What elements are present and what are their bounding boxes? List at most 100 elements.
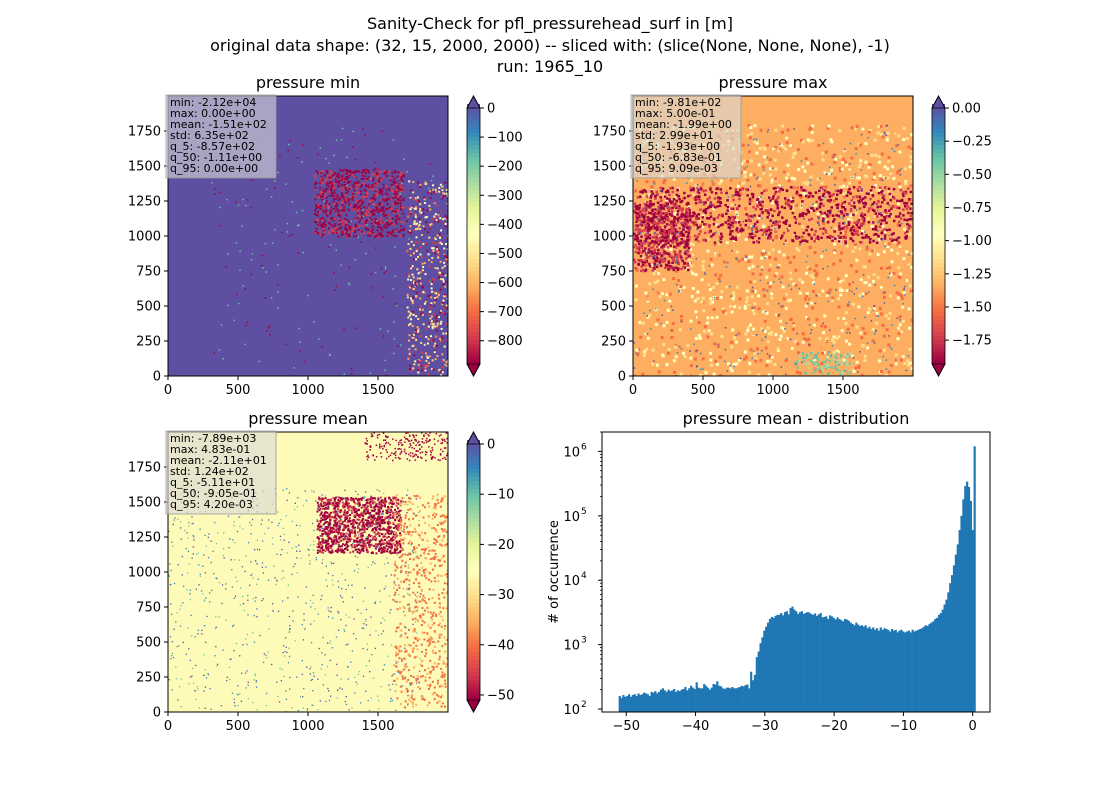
histogram-bar <box>806 612 809 712</box>
histogram-bar <box>973 446 976 712</box>
y-tick-label: 500 <box>136 300 161 315</box>
y-tick-exponent: 4 <box>581 571 587 581</box>
histogram-bar <box>827 619 830 712</box>
histogram-bar <box>750 671 753 712</box>
histogram-bar <box>763 630 766 712</box>
histogram-bar <box>870 628 873 712</box>
x-tick-label: −20 <box>820 719 847 734</box>
histogram-bar <box>919 628 922 712</box>
histogram-bar <box>924 625 927 712</box>
histogram-bar <box>652 692 655 712</box>
histogram-bar <box>637 693 640 712</box>
x-tick-label: 500 <box>226 383 251 398</box>
histogram-bar <box>701 688 704 712</box>
histogram-bar <box>629 696 633 712</box>
histogram-bar <box>907 630 911 712</box>
histogram-bar <box>718 685 721 712</box>
histogram-bar <box>699 688 702 712</box>
histogram-bar <box>674 691 678 712</box>
histogram-bar <box>810 613 813 712</box>
histogram-bar <box>920 628 924 712</box>
histogram-bar <box>819 612 822 712</box>
histogram-bar <box>735 688 738 712</box>
colorbar-tick-label: −500 <box>487 247 523 262</box>
histogram-bar <box>889 631 892 712</box>
colorbar-extend-max <box>466 431 481 445</box>
histogram-bar <box>635 695 638 712</box>
histogram-bar <box>708 689 711 712</box>
stats-line: q_50: -6.83e-01 <box>635 151 722 164</box>
colorbar-tick-label: −10 <box>487 488 514 503</box>
x-tick-label: 0 <box>969 719 977 734</box>
y-tick-label: 10 <box>563 574 580 589</box>
colorbar: 0 −10 −20 −30 −40 −50 <box>466 431 514 713</box>
stats-line: max: 4.83e-01 <box>170 443 250 456</box>
stats-line: min: -2.12e+04 <box>170 96 256 109</box>
x-tick-label: −40 <box>682 719 709 734</box>
histogram-bar <box>761 637 764 712</box>
colorbar-tick-label: −20 <box>487 538 514 553</box>
histogram-bar <box>866 628 869 712</box>
stats-line: mean: -2.11e+01 <box>170 454 267 467</box>
histogram-bar <box>922 626 926 712</box>
histogram-bar <box>847 620 850 712</box>
x-tick-label: 0 <box>629 383 637 398</box>
histogram-bar <box>964 486 967 712</box>
histogram-bar <box>909 632 912 712</box>
y-tick-exponent: 6 <box>581 442 587 452</box>
panel-title: pressure min <box>256 73 360 92</box>
x-tick-label: 1000 <box>291 719 324 734</box>
histogram-bar <box>864 625 867 712</box>
histogram-bar <box>860 625 864 712</box>
panel-title: pressure mean - distribution <box>683 409 910 428</box>
x-tick-label: 1000 <box>756 383 789 398</box>
stats-line: q_5: -1.93e+00 <box>635 140 720 153</box>
histogram-bar <box>813 613 817 712</box>
y-tick-exponent: 2 <box>581 700 587 710</box>
stats-line: q_50: -1.11e+00 <box>170 151 262 164</box>
colorbar-tick-label: −0.25 <box>952 135 992 150</box>
histogram-bar <box>774 615 777 712</box>
histogram-bar <box>659 689 663 712</box>
histogram-bar <box>729 688 732 712</box>
stats-line: std: 6.35e+02 <box>170 129 249 142</box>
histogram-bar <box>945 599 948 712</box>
histogram-bar <box>639 695 642 712</box>
histogram-bar <box>742 686 745 712</box>
histogram-bar <box>934 619 937 712</box>
stats-line: q_5: -8.57e+02 <box>170 140 255 153</box>
histogram-bar <box>731 687 734 712</box>
colorbar: 0 −100 −200 −300 −400 −500 −600 −700 −800 <box>466 95 523 377</box>
histogram-bar <box>930 622 933 712</box>
y-tick-label: 1750 <box>128 461 161 476</box>
histogram-bar <box>821 617 824 712</box>
histogram-bar <box>738 687 741 712</box>
stats-line: max: 0.00e+00 <box>170 107 256 120</box>
histogram-bar <box>746 684 749 712</box>
histogram-bar <box>755 657 758 712</box>
histogram-bar <box>894 629 897 712</box>
histogram-bar <box>778 614 781 712</box>
histogram-bar <box>875 628 879 712</box>
histogram-bar <box>874 629 877 712</box>
histogram-bar <box>753 674 757 712</box>
histogram-bar <box>783 612 787 712</box>
stats-line: std: 2.99e+01 <box>635 129 714 142</box>
stats-line: q_50: -9.05e-01 <box>170 487 257 500</box>
histogram-bar <box>682 688 685 712</box>
histogram-bar <box>823 616 826 712</box>
histogram-bar <box>962 499 965 712</box>
histogram-bar <box>879 627 882 712</box>
x-tick-label: 0 <box>164 719 172 734</box>
y-tick-label: 750 <box>136 265 161 280</box>
histogram-bar <box>710 687 713 712</box>
histogram-bar <box>673 688 676 712</box>
histogram-bar <box>723 688 726 712</box>
histogram-bar <box>727 687 730 712</box>
figure-title-line-1: Sanity-Check for pfl_pressurehead_surf i… <box>367 14 733 34</box>
x-tick-label: 1500 <box>361 383 394 398</box>
histogram-bar <box>808 612 811 712</box>
histogram-bar <box>956 544 959 712</box>
histogram-bar <box>644 693 648 712</box>
x-tick-label: −50 <box>613 719 640 734</box>
